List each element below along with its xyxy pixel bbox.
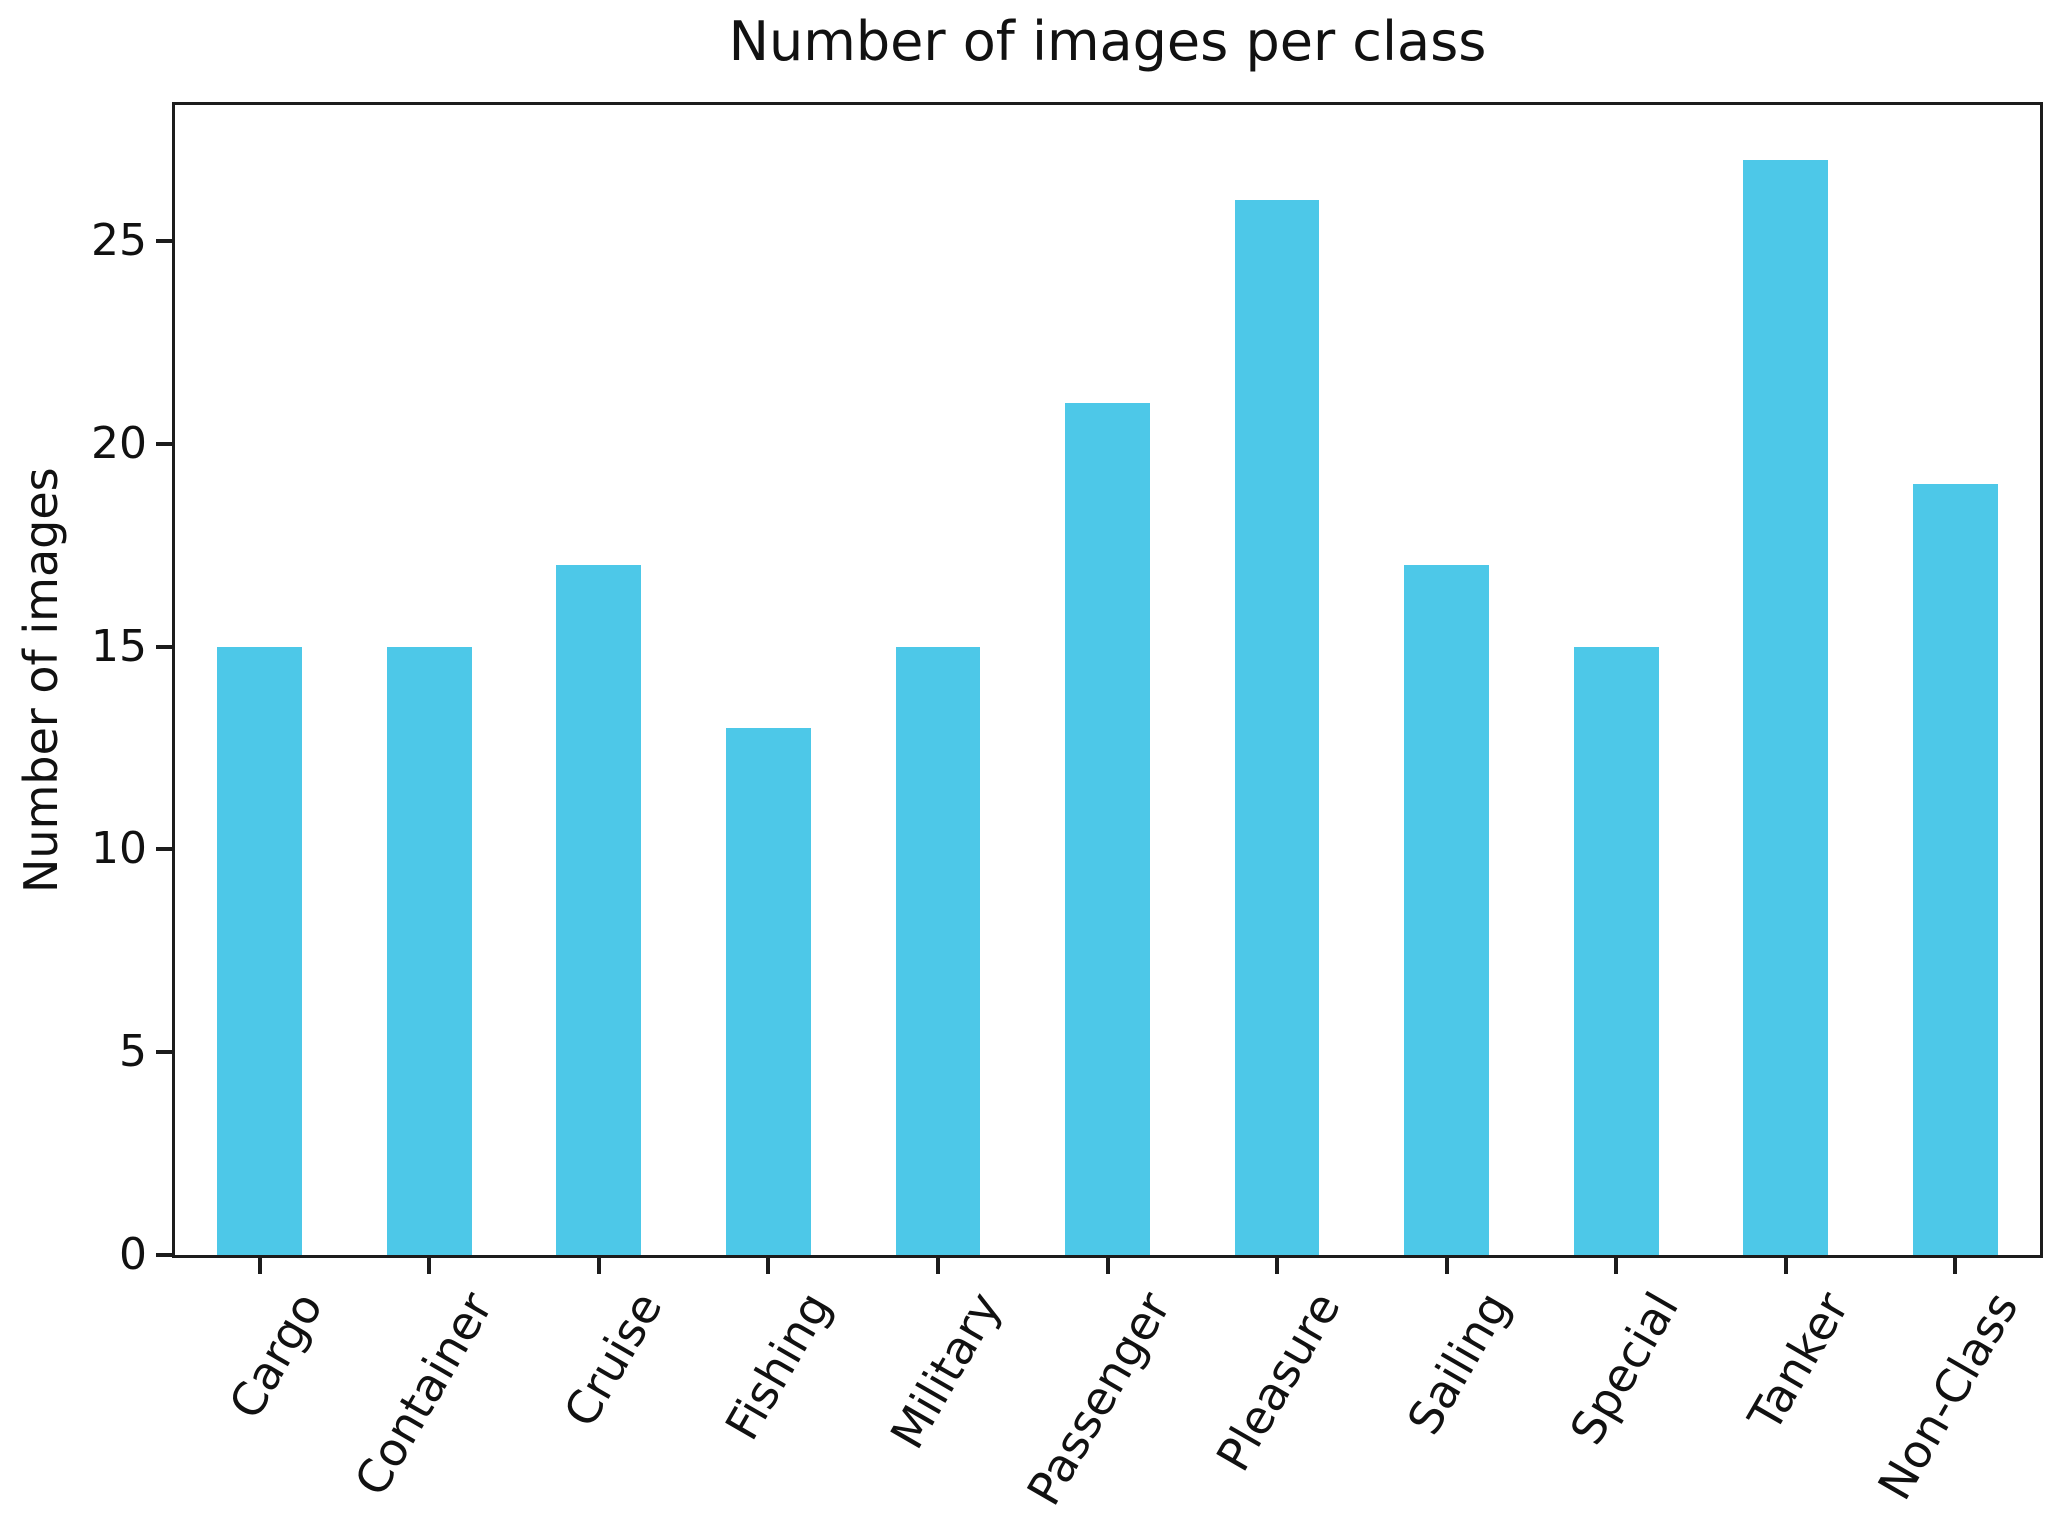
x-tick-label-cruise: Cruise	[552, 1283, 673, 1436]
bar-non-class	[1912, 484, 1998, 1255]
x-tick-mark-special	[1614, 1255, 1619, 1274]
bar-pleasure	[1234, 200, 1320, 1255]
x-tick-label-container: Container	[343, 1283, 503, 1505]
x-tick-mark-passenger	[1105, 1255, 1110, 1274]
x-tick-mark-cruise	[596, 1255, 601, 1274]
x-tick-mark-fishing	[766, 1255, 771, 1274]
x-tick-mark-non-class	[1953, 1255, 1958, 1274]
y-tick-mark-20	[156, 441, 175, 446]
y-tick-label-15: 15	[91, 620, 147, 672]
y-tick-mark-10	[156, 847, 175, 852]
bar-military	[895, 646, 981, 1255]
bar-fishing	[726, 727, 811, 1255]
y-tick-label-5: 5	[119, 1026, 147, 1078]
x-tick-label-military: Military	[879, 1283, 1012, 1458]
bar-sailing	[1404, 565, 1489, 1255]
bar-passenger	[1065, 403, 1150, 1255]
x-tick-mark-military	[935, 1255, 940, 1274]
y-tick-mark-15	[156, 644, 175, 649]
x-tick-label-tanker: Tanker	[1737, 1283, 1859, 1440]
x-tick-mark-tanker	[1783, 1255, 1788, 1274]
x-tick-label-passenger: Passenger	[1016, 1283, 1181, 1515]
x-tick-label-sailing: Sailing	[1396, 1283, 1520, 1444]
y-tick-label-20: 20	[91, 417, 147, 469]
x-tick-mark-pleasure	[1275, 1255, 1280, 1274]
x-tick-mark-cargo	[257, 1255, 262, 1274]
y-tick-label-25: 25	[91, 214, 147, 266]
x-tick-label-pleasure: Pleasure	[1205, 1283, 1351, 1481]
bar-special	[1573, 646, 1659, 1255]
y-tick-mark-5	[156, 1050, 175, 1055]
bar-cruise	[556, 565, 642, 1255]
x-tick-label-fishing: Fishing	[714, 1283, 842, 1449]
y-tick-label-10: 10	[91, 823, 147, 875]
x-tick-label-cargo: Cargo	[218, 1283, 334, 1428]
y-tick-mark-25	[156, 238, 175, 243]
chart-title: Number of images per class	[728, 10, 1487, 73]
x-tick-mark-sailing	[1444, 1255, 1449, 1274]
x-tick-label-special: Special	[1559, 1283, 1690, 1454]
y-tick-mark-0	[156, 1253, 175, 1257]
y-tick-label-0: 0	[119, 1229, 147, 1280]
bar-container	[386, 646, 472, 1255]
bar-cargo	[217, 646, 303, 1255]
bar-tanker	[1743, 159, 1829, 1255]
x-tick-mark-container	[427, 1255, 432, 1274]
x-tick-label-non-class: Non-Class	[1867, 1283, 2029, 1509]
